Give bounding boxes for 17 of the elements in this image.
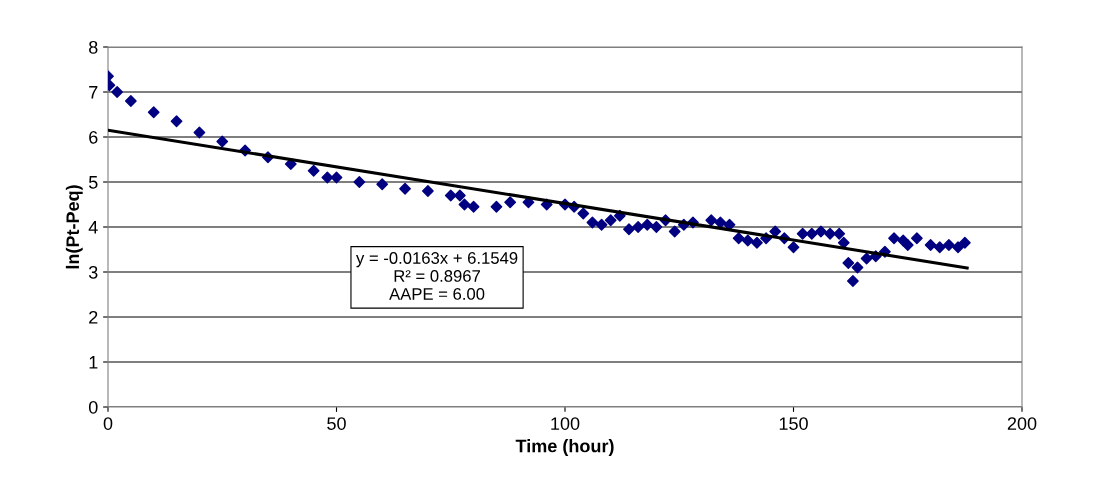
y-tick-label: 3 — [88, 265, 98, 279]
y-tick-label: 7 — [89, 86, 98, 99]
y-tick-label: 0 — [88, 400, 98, 414]
y-tick-label: 8 — [89, 40, 98, 54]
y-axis-title: ln(Pt-Peq) — [65, 185, 83, 269]
y-tick-label: 6 — [89, 130, 98, 144]
y-tick-label: 4 — [88, 221, 98, 234]
x-tick-label: 100 — [551, 417, 580, 430]
x-tick-label: 50 — [327, 417, 346, 430]
y-tick-label: 5 — [88, 176, 98, 189]
y-tick-label: 2 — [89, 310, 98, 324]
x-tick-label: 150 — [779, 417, 808, 430]
x-tick-label: 200 — [1007, 417, 1037, 430]
x-axis-title: Time (hour) — [515, 439, 614, 456]
annotation: y = -0.0163x + 6.1549 R² = 0.8967 AAPE = 6.00 — [356, 252, 518, 300]
y-tick-label: 1 — [89, 356, 98, 369]
x-tick-label: 0 — [103, 417, 113, 430]
